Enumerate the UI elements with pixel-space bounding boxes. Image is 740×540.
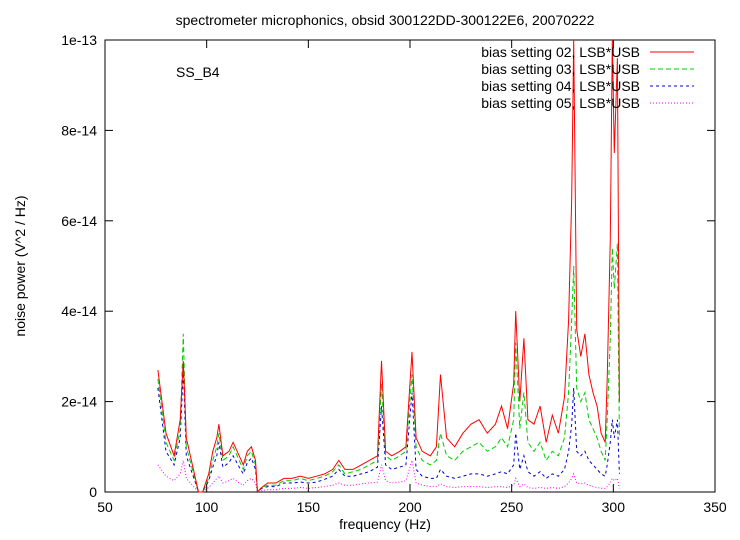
x-tick-label: 200: [398, 499, 422, 515]
x-tick-label: 50: [97, 499, 113, 515]
x-tick-label: 100: [195, 499, 219, 515]
x-tick-label: 300: [602, 499, 626, 515]
y-tick-label: 6e-14: [61, 213, 97, 229]
panel-annotation: SS_B4: [176, 64, 220, 80]
series-line: [157, 369, 620, 494]
chart-title: spectrometer microphonics, obsid 300122D…: [176, 12, 595, 28]
series-line: [157, 39, 620, 494]
y-axis: 0 2e-14 4e-14 6e-14 8e-14 1e-13: [61, 32, 715, 500]
legend-label: bias setting 02, LSB*USB: [481, 44, 640, 60]
legend-label: bias setting 05, LSB*USB: [481, 95, 640, 111]
x-axis: 50 100 150 200 250 300 350: [97, 40, 727, 515]
x-tick-label: 350: [703, 499, 727, 515]
y-tick-label: 0: [89, 484, 97, 500]
x-tick-label: 250: [500, 499, 524, 515]
x-tick-label: 150: [297, 499, 321, 515]
y-tick-label: 1e-13: [61, 32, 97, 48]
legend-label: bias setting 04, LSB*USB: [481, 78, 640, 94]
series-line: [157, 460, 620, 493]
y-axis-label: noise power (V^2 / Hz): [12, 195, 28, 336]
y-tick-label: 8e-14: [61, 122, 97, 138]
y-tick-label: 2e-14: [61, 394, 97, 410]
y-tick-label: 4e-14: [61, 303, 97, 319]
x-axis-label: frequency (Hz): [339, 516, 431, 532]
series-line: [157, 243, 620, 494]
series-layer: [157, 39, 620, 494]
legend-label: bias setting 03, LSB*USB: [481, 61, 640, 77]
